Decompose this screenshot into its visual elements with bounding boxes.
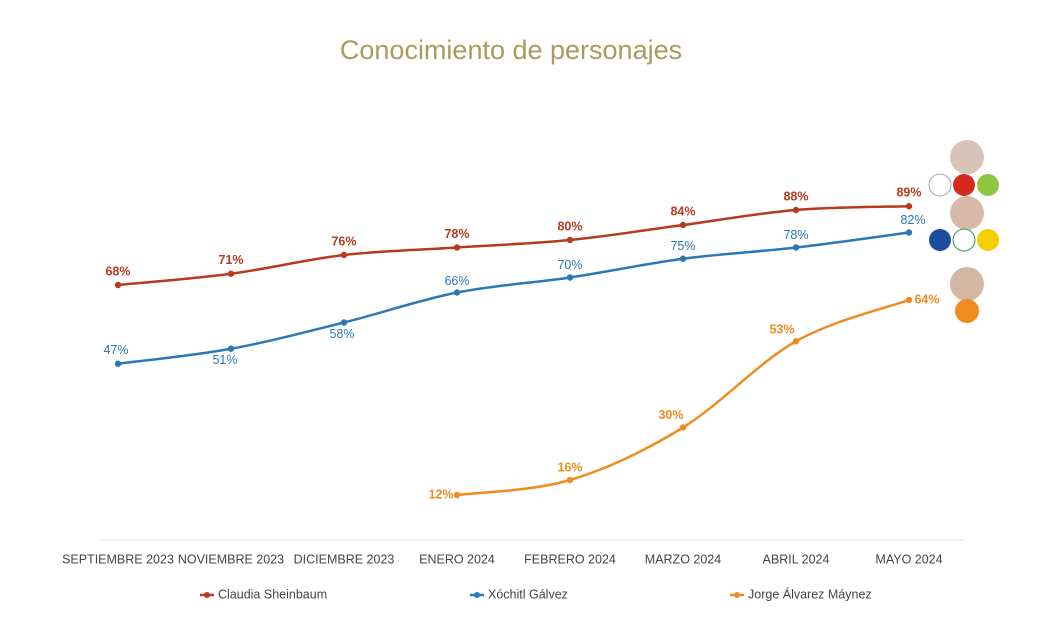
chart-title: Conocimiento de personajes [340,35,682,65]
data-label: 80% [557,219,582,233]
series-line [456,298,910,497]
data-label: 64% [914,292,939,306]
data-label: 82% [900,213,925,227]
legend-label: Claudia Sheinbaum [218,587,327,601]
data-label: 70% [557,258,582,272]
x-tick-label: NOVIEMBRE 2023 [178,552,284,566]
data-point [114,360,122,367]
legend-marker [474,592,480,598]
x-tick-label: MAYO 2024 [875,552,942,566]
data-label: 58% [329,327,354,341]
data-point [566,236,574,244]
data-label: 89% [896,186,921,200]
data-label: 71% [218,253,243,267]
legend-label: Xóchitl Gálvez [488,587,568,601]
data-point [905,203,913,210]
x-tick-label: FEBRERO 2024 [524,552,616,566]
data-point [679,424,687,431]
legend-marker [204,592,210,598]
data-label: 75% [670,239,695,253]
data-point [566,274,574,281]
data-point [792,206,800,214]
data-label: 88% [783,189,808,203]
data-point [340,319,348,326]
data-label: 78% [444,227,469,241]
logo [953,174,975,196]
data-label: 68% [105,264,130,278]
photo [950,267,984,301]
data-point [679,255,687,262]
logo [928,173,952,197]
data-point [340,251,348,259]
data-label: 78% [783,228,808,242]
data-point [453,244,461,251]
legend-marker [734,592,740,598]
data-label: 51% [212,353,237,367]
data-point [679,221,687,229]
x-tick-label: DICIEMBRE 2023 [294,552,395,566]
logo [977,174,999,196]
data-label: 47% [103,343,128,357]
x-tick-label: SEPTIEMBRE 2023 [62,552,174,566]
data-point [905,229,913,236]
photo [950,196,984,230]
data-point [227,345,235,352]
logo [955,299,979,323]
photo [950,140,984,174]
data-label: 66% [444,274,469,288]
logo [977,229,999,251]
candidate-icons [928,140,999,323]
logo [952,228,976,252]
data-point [905,296,913,304]
data-label: 76% [331,234,356,248]
legend-label: Jorge Álvarez Máynez [748,586,872,601]
data-point [453,491,461,499]
x-tick-label: MARZO 2024 [645,552,721,566]
x-tick-label: ABRIL 2024 [763,552,830,566]
data-label: 53% [769,323,794,337]
data-point [453,289,461,296]
series-line [117,231,910,365]
x-tick-label: ENERO 2024 [419,552,495,566]
data-label: 12% [428,487,453,501]
data-point [566,476,574,484]
series-line [117,205,910,287]
data-label: 84% [670,204,695,218]
logo [929,229,951,251]
data-point [792,338,800,345]
data-label: 30% [658,408,683,422]
data-point [792,244,800,251]
data-point [227,270,235,277]
data-point [114,281,122,289]
data-label: 16% [557,460,582,474]
